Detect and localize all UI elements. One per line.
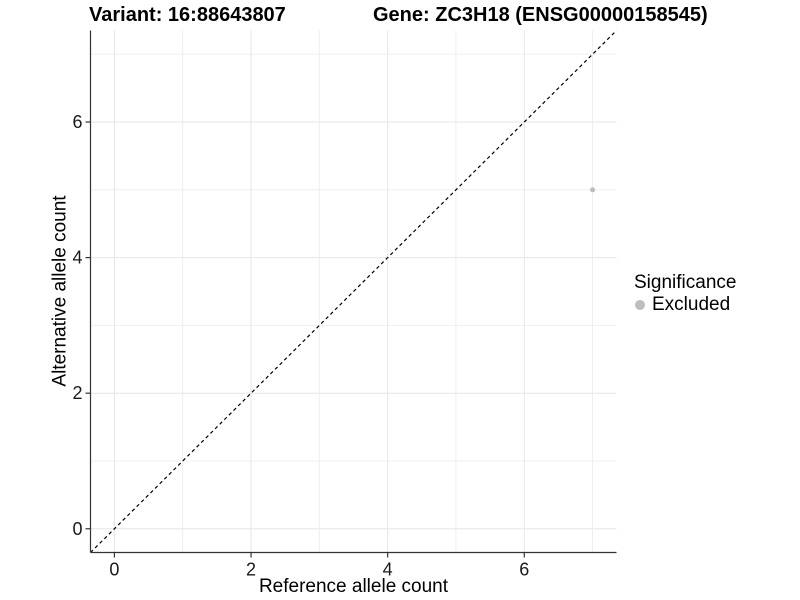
- y-tick-label: 0: [72, 519, 82, 539]
- y-tick-label: 6: [72, 112, 82, 132]
- legend-entry-excluded: Excluded: [634, 295, 736, 315]
- legend-entry-label: Excluded: [652, 294, 731, 315]
- legend-point-icon: [635, 300, 645, 310]
- x-tick-label: 2: [246, 560, 256, 580]
- y-axis-title: Alternative allele count: [49, 195, 71, 387]
- plot-title-variant: Variant: 16:88643807: [89, 4, 286, 26]
- x-axis-title: Reference allele count: [258, 576, 449, 597]
- legend-title: Significance: [634, 272, 737, 293]
- plot-title-gene: Gene: ZC3H18 (ENSG00000158545): [373, 4, 708, 26]
- x-tick-label: 4: [383, 560, 393, 580]
- x-tick-label: 0: [109, 560, 119, 580]
- data-point: [590, 187, 596, 193]
- y-tick-label: 4: [72, 248, 82, 268]
- identity-line: [90, 30, 617, 553]
- x-tick-label: 6: [519, 560, 529, 580]
- y-tick-label: 2: [72, 383, 82, 403]
- legend: Significance Excluded: [634, 273, 736, 315]
